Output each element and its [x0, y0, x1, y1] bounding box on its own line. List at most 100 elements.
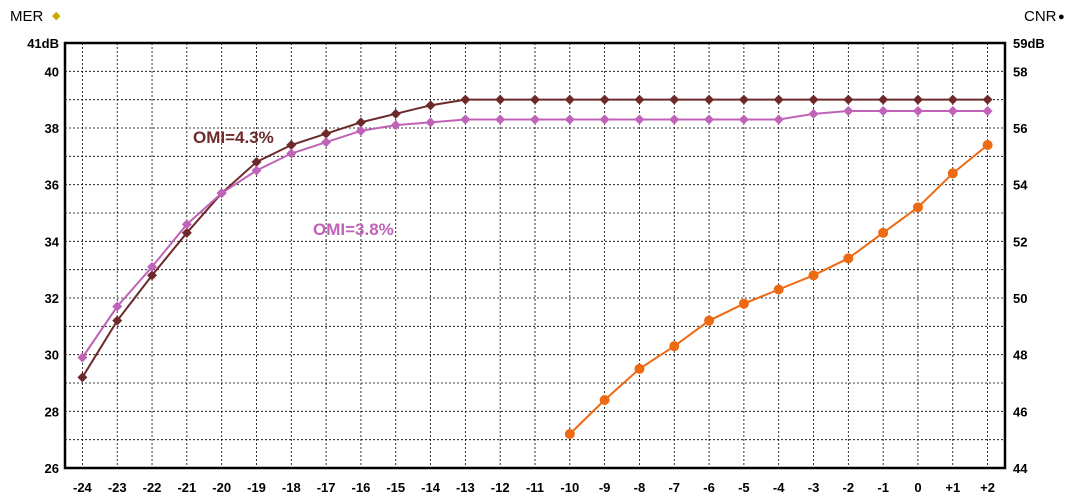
- x-tick-label: -13: [456, 480, 475, 495]
- data-point: [77, 352, 88, 363]
- data-point: [773, 114, 784, 125]
- data-point: [808, 270, 819, 281]
- data-point: [738, 298, 749, 309]
- data-point: [947, 168, 958, 179]
- left-tick-label: 40: [45, 64, 59, 79]
- x-tick-label: -17: [317, 480, 336, 495]
- left-tick-label: 41dB: [27, 36, 59, 51]
- x-tick-label: -21: [177, 480, 196, 495]
- x-tick-label: +2: [980, 480, 995, 495]
- data-point: [669, 114, 680, 125]
- data-point: [495, 114, 506, 125]
- data-point: [599, 94, 610, 105]
- right-tick-label: 56: [1013, 121, 1027, 136]
- data-point: [599, 114, 610, 125]
- data-point: [77, 372, 88, 383]
- x-tick-label: -4: [773, 480, 785, 495]
- data-point: [530, 114, 540, 125]
- data-point: [912, 202, 923, 213]
- data-point: [355, 125, 366, 136]
- left-axis-ticks: 26 28 30 32 34 36 38 40 41dB: [27, 36, 60, 476]
- data-point: [216, 188, 227, 199]
- data-point: [460, 94, 471, 105]
- data-point: [808, 94, 819, 105]
- right-axis-title: CNR: [1024, 8, 1057, 25]
- data-point: [181, 219, 192, 230]
- data-point: [738, 114, 749, 125]
- data-point: [878, 94, 889, 105]
- left-tick-label: 30: [45, 348, 59, 363]
- data-point: [112, 301, 123, 312]
- data-point: [982, 106, 993, 116]
- series-0: [77, 94, 993, 383]
- data-point: [147, 270, 158, 281]
- left-tick-label: 34: [45, 234, 60, 249]
- x-tick-label: -1: [877, 480, 889, 495]
- right-tick-label: 52: [1013, 234, 1027, 249]
- data-point: [564, 94, 575, 105]
- data-point: [773, 284, 784, 295]
- right-axis-ticks: 44 46 48 50 52 54 56 58 59dB: [1013, 36, 1045, 476]
- right-tick-label: 44: [1013, 461, 1028, 476]
- x-tick-label: -5: [738, 480, 750, 495]
- right-axis-header: CNR ●: [1024, 8, 1065, 25]
- data-point: [286, 140, 297, 150]
- x-tick-label: -14: [421, 480, 441, 495]
- data-point: [390, 120, 401, 131]
- data-point: [669, 341, 680, 352]
- data-point: [704, 94, 715, 105]
- left-tick-label: 36: [45, 178, 59, 193]
- x-tick-label: -20: [212, 480, 231, 495]
- data-point: [251, 157, 262, 167]
- data-point: [773, 94, 784, 105]
- x-tick-label: -8: [634, 480, 646, 495]
- series-label-omi-3-8: OMI=3.8%: [313, 220, 394, 239]
- x-tick-label: -3: [808, 480, 820, 495]
- data-point: [843, 94, 854, 105]
- data-point: [843, 106, 854, 116]
- left-tick-label: 26: [45, 461, 59, 476]
- data-point: [912, 94, 923, 105]
- x-tick-label: -23: [108, 480, 127, 495]
- data-point: [460, 114, 471, 125]
- left-tick-label: 28: [45, 404, 59, 419]
- data-point: [947, 94, 958, 105]
- data-point: [982, 140, 993, 150]
- data-point: [390, 108, 401, 119]
- x-axis-ticks: -24 -23 -22 -21 -20 -19 -18 -17 -16 -15 -14 -13 -12-…: [73, 480, 995, 495]
- right-tick-label: 46: [1013, 404, 1027, 419]
- data-point: [878, 106, 889, 116]
- grid: [65, 43, 1005, 468]
- x-tick-label: -24: [73, 480, 93, 495]
- series-label-omi-4-3: OMI=4.3%: [193, 128, 274, 147]
- data-point: [878, 227, 889, 238]
- data-point: [355, 117, 366, 128]
- x-tick-label: -9: [599, 480, 611, 495]
- data-point: [669, 94, 680, 105]
- data-point: [704, 315, 715, 326]
- data-point: [181, 227, 192, 238]
- x-tick-label: -12: [491, 480, 510, 495]
- x-tick-label: +1: [945, 480, 960, 495]
- right-tick-label: 50: [1013, 291, 1027, 306]
- data-point: [321, 137, 332, 148]
- x-tick-label: -18: [282, 480, 301, 495]
- right-tick-label: 59dB: [1013, 36, 1045, 51]
- left-axis-header: MER ◆: [10, 8, 61, 25]
- x-tick-label: -7: [668, 480, 680, 495]
- right-tick-label: 48: [1013, 348, 1027, 363]
- x-tick-label: -15: [386, 480, 405, 495]
- data-point: [912, 106, 923, 116]
- series-2: [564, 140, 993, 439]
- data-point: [564, 114, 575, 125]
- data-point: [704, 114, 715, 125]
- data-point: [564, 429, 575, 439]
- data-point: [599, 395, 610, 405]
- data-point: [321, 128, 332, 139]
- data-point: [147, 261, 158, 272]
- data-point: [530, 94, 540, 105]
- x-tick-label: -2: [843, 480, 855, 495]
- data-point: [738, 94, 749, 105]
- data-point: [286, 148, 297, 159]
